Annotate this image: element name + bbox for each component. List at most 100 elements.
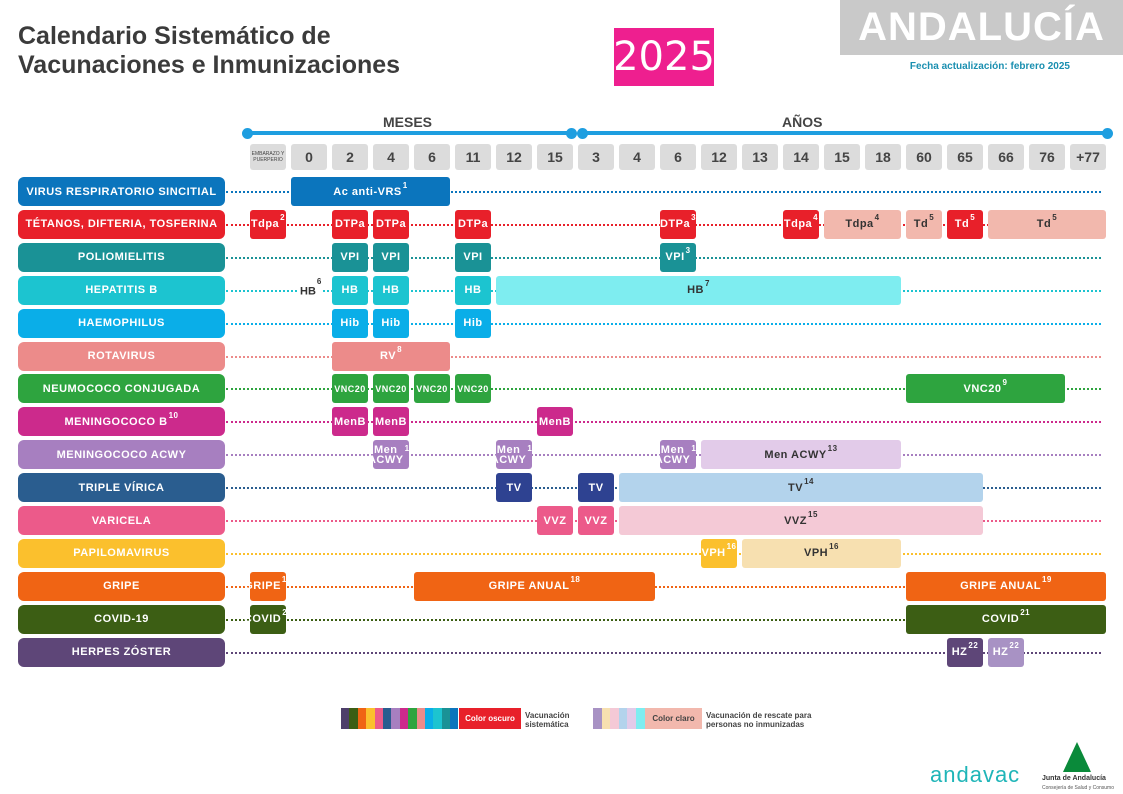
dose-cell[interactable]: DTPa [455,209,491,239]
dose-cell[interactable]: RV 8 [332,341,450,371]
color-swatch [635,708,645,729]
dose-cell[interactable]: Men ACWY 13 [701,440,901,470]
color-swatch [416,708,425,729]
footnote-ref: 3 [685,246,691,256]
dose-label: DTPa [334,218,366,231]
dose-label: TV [788,481,804,494]
dose-cell[interactable]: Ac anti-VRS 1 [291,177,450,206]
vaccine-label[interactable]: HEPATITIS B [18,275,225,305]
dose-cell[interactable]: VPI [373,242,409,272]
dose-cell[interactable]: Tdpa 4 [783,209,819,239]
dose-label: GRIPE ANUAL [960,580,1041,593]
dose-label: Td [1036,218,1052,231]
vaccine-name: HAEMOPHILUS [78,317,165,330]
dose-cell[interactable]: VVZ [578,506,614,535]
dose-cell[interactable]: VVZ 15 [619,506,983,535]
dose-cell[interactable]: Men ACWY 12 [491,440,537,470]
vaccine-name: GRIPE [103,580,140,593]
dose-cell[interactable]: Hib [332,308,368,338]
dose-label: VNC20 [416,383,448,394]
vaccine-label[interactable]: HERPES ZÓSTER [18,637,225,667]
dose-label: Tdpa [250,218,280,231]
dose-cell[interactable]: Men ACWY 11 [368,440,414,470]
years-timeline [582,131,1107,135]
vaccine-label[interactable]: VIRUS RESPIRATORIO SINCITIAL [18,177,225,206]
vaccine-label[interactable]: VARICELA [18,506,225,535]
footnote-ref: 12 [527,443,538,453]
age-column-header: 4 [619,144,655,170]
vaccine-label[interactable]: NEUMOCOCO CONJUGADA [18,374,225,404]
dose-label: Men ACWY [764,448,827,461]
dose-cell[interactable]: TV 14 [619,473,983,503]
footnote-ref: 7 [704,279,710,289]
footnote-ref: 17 [281,575,292,585]
dose-cell[interactable]: MenB [332,407,368,437]
dose-cell[interactable]: Td 5 [947,209,983,239]
junta-logo-text: Junta de Andalucía [1042,775,1106,782]
dose-cell[interactable]: MenB [537,407,573,437]
dose-cell[interactable]: HB 7 [496,275,901,305]
dose-cell[interactable]: VNC20 [455,374,491,404]
footnote-ref: 5 [929,213,935,223]
dose-cell[interactable]: Tdpa 4 [824,209,901,239]
dose-cell[interactable]: Td 5 [988,209,1106,239]
dose-cell[interactable]: GRIPE ANUAL 18 [414,571,655,601]
dose-cell[interactable]: VVZ [537,506,573,535]
dose-cell[interactable]: HB [455,275,491,305]
dose-label: HZ [992,646,1009,659]
timeline-dot [242,128,253,139]
dose-label: HB [464,284,482,297]
age-column-header: 18 [865,144,901,170]
age-column-header: 2 [332,144,368,170]
footnote-ref: 22 [968,641,979,651]
dose-cell[interactable]: GRIPE ANUAL 19 [906,571,1106,601]
dose-cell[interactable]: DTPa [373,209,409,239]
dose-cell[interactable]: HZ 22 [947,637,983,667]
dose-label: VVZ [784,514,807,527]
dose-cell[interactable]: Hib [373,308,409,338]
dose-label: VNC20 [457,383,489,394]
dose-cell[interactable]: VNC20 [414,374,450,404]
dose-cell[interactable]: HZ 22 [988,637,1024,667]
vaccine-label[interactable]: MENINGOCOCO ACWY [18,440,225,470]
dose-cell[interactable]: VPH 16 [742,538,901,568]
dose-cell[interactable]: MenB [373,407,409,437]
dose-cell[interactable]: VNC20 [373,374,409,404]
vaccine-label[interactable]: COVID-19 [18,604,225,634]
age-column-header: 3 [578,144,614,170]
dose-label: MenB [334,415,366,428]
dose-cell[interactable]: Td 5 [906,209,942,239]
vaccine-label[interactable]: POLIOMIELITIS [18,242,225,272]
color-swatch [382,708,392,729]
dose-cell[interactable]: HB [332,275,368,305]
dose-cell[interactable]: DTPa [332,209,368,239]
dose-cell[interactable]: VPI [455,242,491,272]
dose-cell[interactable]: COVID 21 [906,604,1106,634]
dose-cell[interactable]: TV [496,473,532,503]
vaccine-label[interactable]: PAPILOMAVIRUS [18,538,225,568]
dose-cell[interactable]: VPH 16 [701,538,737,568]
vaccine-label[interactable]: TRIPLE VÍRICA [18,473,225,503]
dose-cell[interactable]: VNC20 [332,374,368,404]
vaccine-label[interactable]: MENINGOCOCO B 10 [18,407,225,437]
dose-cell[interactable]: Tdpa 2 [250,209,286,239]
dose-cell[interactable]: TV [578,473,614,503]
dose-cell[interactable]: HB [373,275,409,305]
vaccine-label[interactable]: ROTAVIRUS [18,341,225,371]
dose-cell[interactable]: VNC20 9 [906,374,1065,404]
dose-cell[interactable]: VPI 3 [660,242,696,272]
vaccine-label[interactable]: GRIPE [18,571,225,601]
dose-cell[interactable]: DTPa 3 [660,209,696,239]
dose-label: COVID [243,613,282,626]
dose-cell[interactable]: GRIPE 17 [244,571,291,601]
dose-label: Hib [463,317,483,330]
vaccine-label[interactable]: HAEMOPHILUS [18,308,225,338]
dose-cell[interactable]: COVID 20 [244,604,292,634]
vaccine-label[interactable]: TÉTANOS, DIFTERIA, TOSFERINA [18,209,225,239]
dose-cell[interactable]: Men ACWY 13 [655,440,701,470]
dose-cell[interactable]: Hib [455,308,491,338]
vaccine-name: VARICELA [91,514,152,527]
dose-cell[interactable]: VPI [332,242,368,272]
months-timeline [247,131,571,135]
age-column-header: 14 [783,144,819,170]
